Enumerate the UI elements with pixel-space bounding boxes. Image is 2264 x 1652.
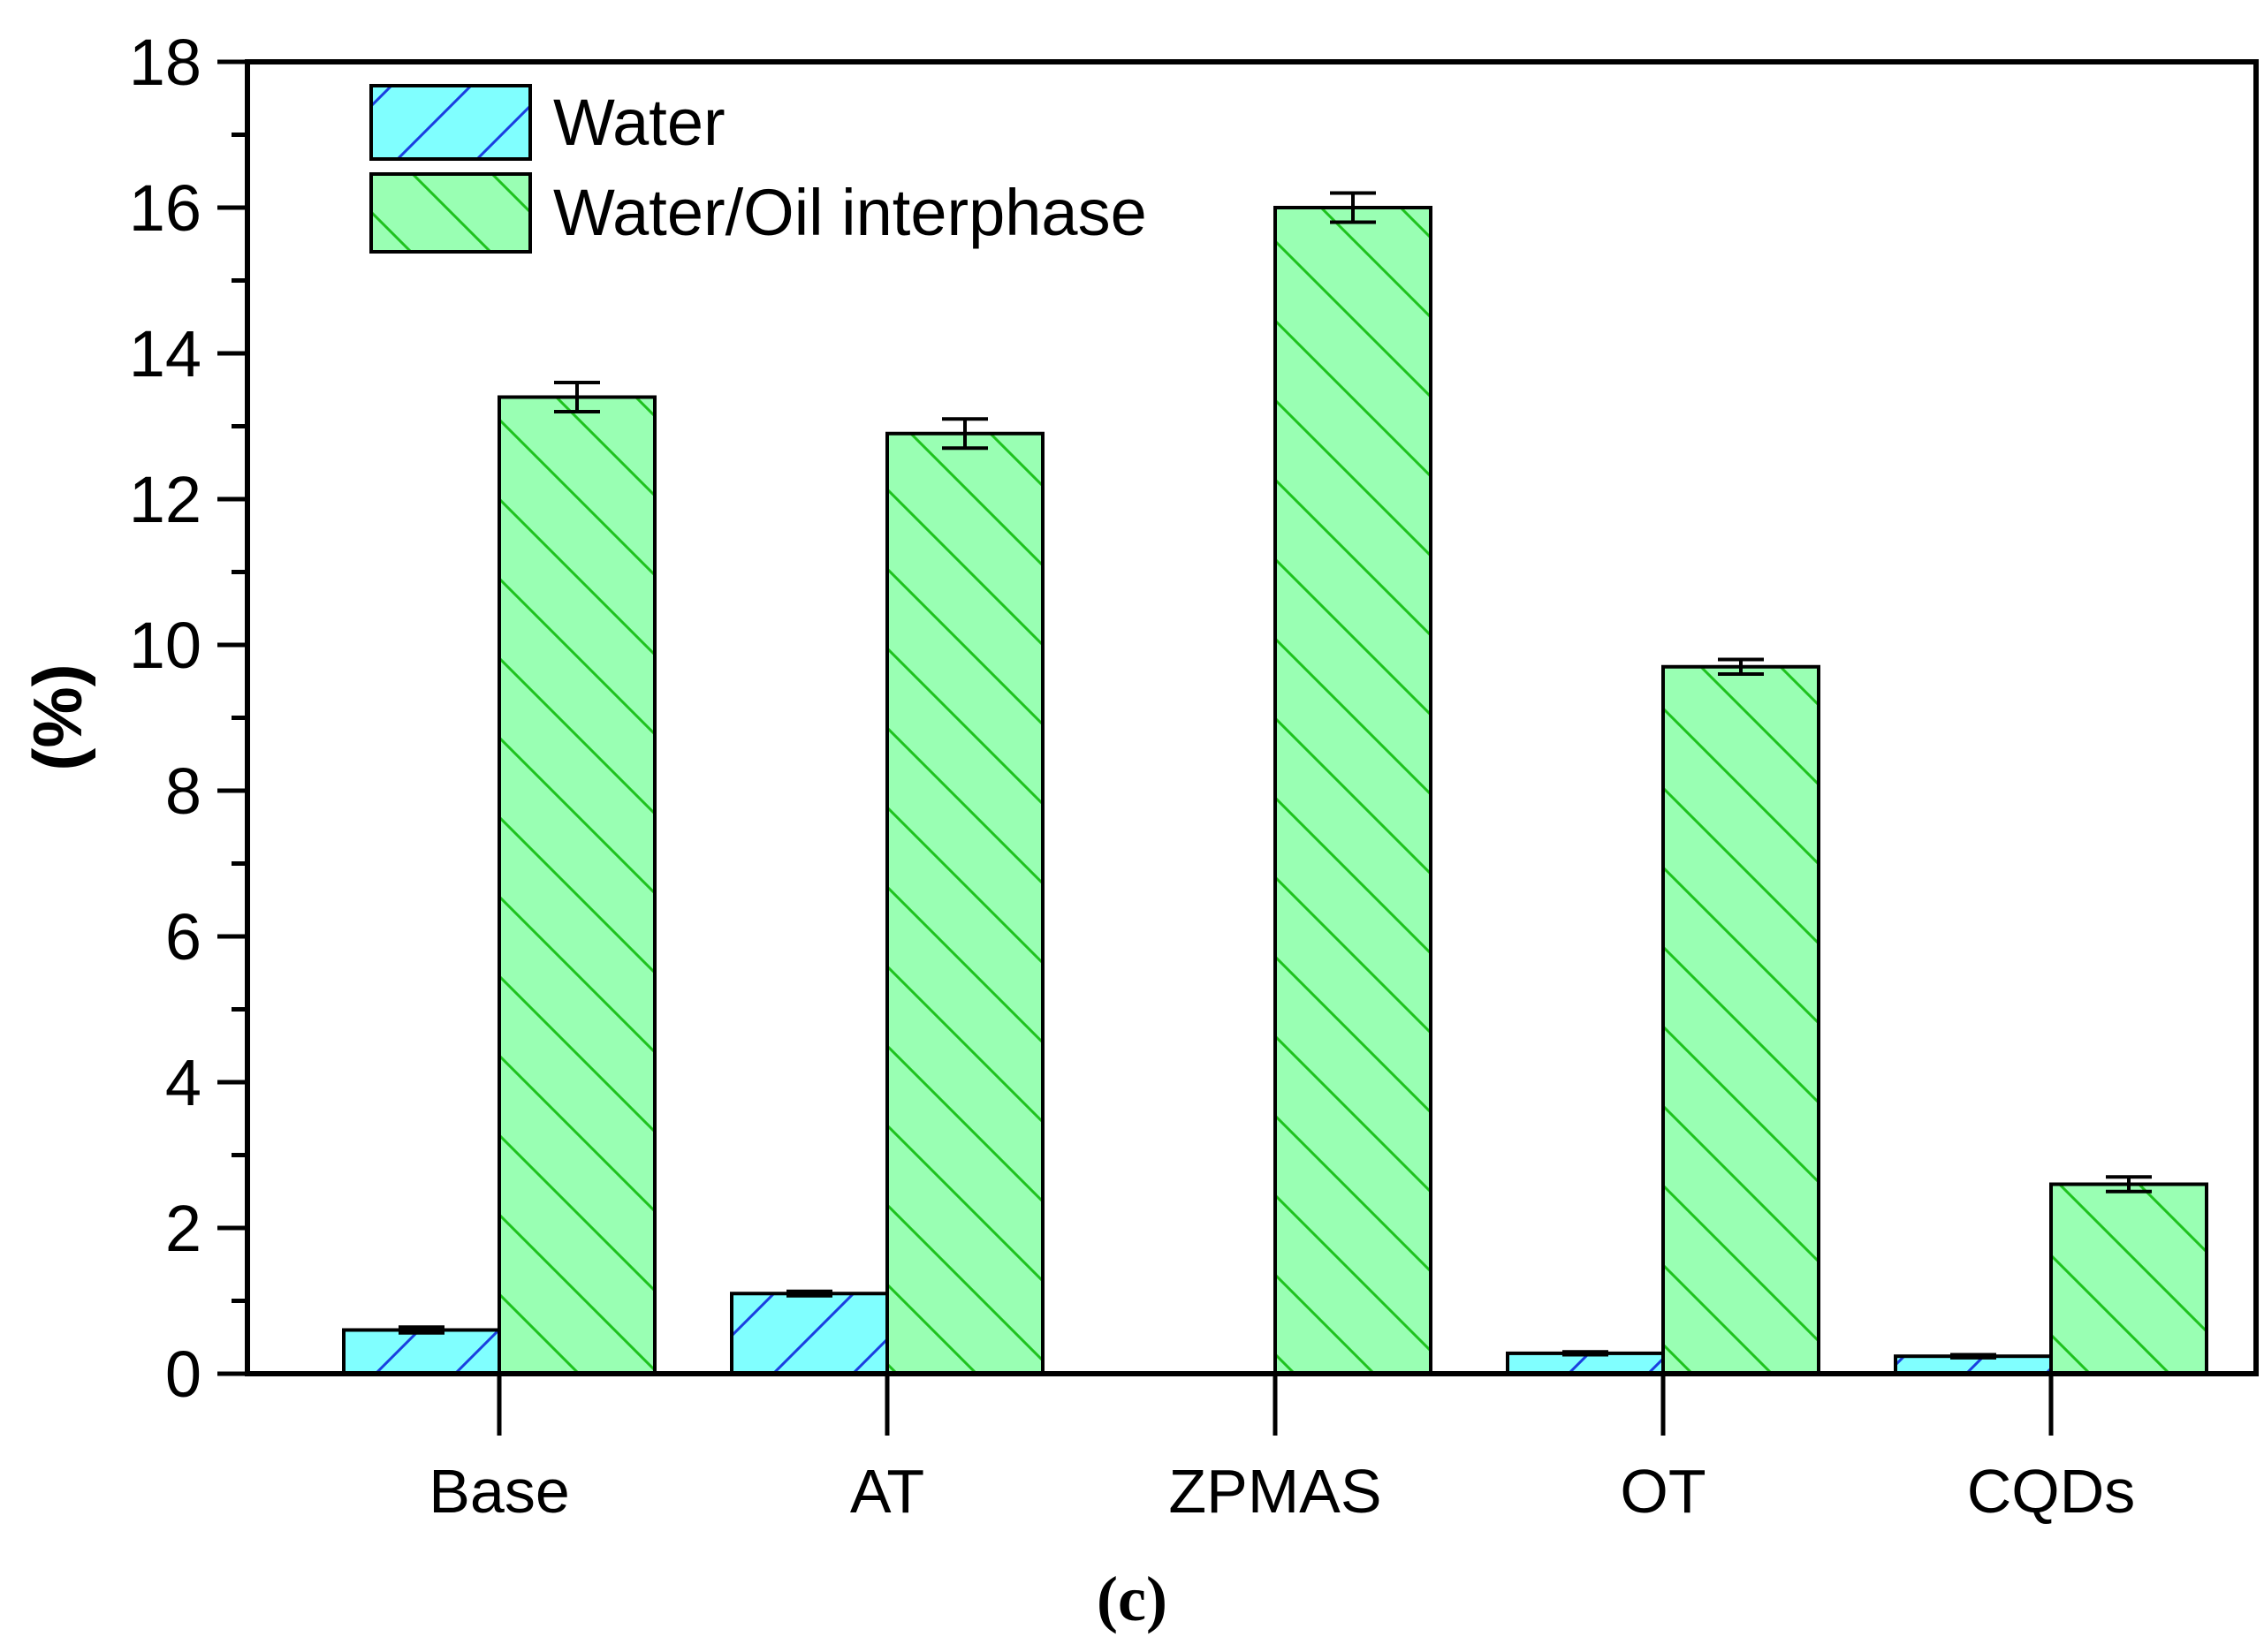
legend: Water Water/Oil interphase [369, 84, 1147, 254]
y-tick-label: 6 [165, 900, 201, 974]
x-tick-label-ot: OT [1620, 1457, 1706, 1526]
y-axis: 0 2 4 6 8 10 12 14 16 18 [129, 26, 247, 1411]
y-tick-label: 14 [129, 317, 201, 390]
legend-label-water-oil: Water/Oil interphase [553, 176, 1147, 249]
y-tick-label: 18 [129, 26, 201, 99]
error-bar-water-at [786, 1289, 832, 1298]
y-tick-label: 12 [129, 463, 201, 536]
bar-water-oil-interphase-ot [1661, 664, 1820, 1375]
bar-water-oil-interphase-base [498, 395, 657, 1375]
legend-swatch-water-oil [369, 172, 532, 254]
bars-layer [342, 206, 2208, 1376]
error-bar-water-oil-interphase-cqds [2106, 1175, 2152, 1194]
x-axis: Base AT ZPMAS OT CQDs [429, 1374, 2135, 1526]
error-bar-water-oil-interphase-zpmas [1330, 191, 1376, 224]
y-axis-label: (%) [19, 663, 96, 770]
bar-water-at [730, 1292, 889, 1375]
legend-label-water: Water [553, 86, 726, 159]
error-bar-water-base [399, 1325, 444, 1335]
bar-water-oil-interphase-cqds [2049, 1182, 2208, 1375]
bar-water-oil-interphase-zpmas [1273, 206, 1432, 1375]
y-tick-label: 0 [165, 1338, 201, 1411]
error-bar-water-ot [1562, 1350, 1608, 1357]
y-tick-label: 4 [165, 1046, 201, 1119]
error-bar-water-oil-interphase-at [942, 417, 988, 451]
x-tick-label-base: Base [429, 1457, 570, 1526]
x-tick-label-cqds: CQDs [1967, 1457, 2136, 1526]
error-bar-water-cqds [1950, 1353, 1996, 1360]
error-bar-water-oil-interphase-base [554, 381, 600, 413]
y-tick-label: 16 [129, 171, 201, 245]
y-tick-label: 2 [165, 1192, 201, 1265]
bar-water-base [342, 1328, 501, 1375]
bar-water-oil-interphase-at [885, 431, 1045, 1375]
legend-swatch-water [369, 84, 532, 161]
error-bar-water-oil-interphase-ot [1718, 657, 1764, 676]
y-tick-label: 10 [129, 609, 201, 682]
y-tick-label: 8 [165, 754, 201, 828]
x-tick-label-zpmas: ZPMAS [1168, 1457, 1381, 1526]
x-tick-label-at: AT [850, 1457, 924, 1526]
figure-caption: (c) [1097, 1564, 1167, 1634]
error-bars-layer [399, 191, 2152, 1360]
